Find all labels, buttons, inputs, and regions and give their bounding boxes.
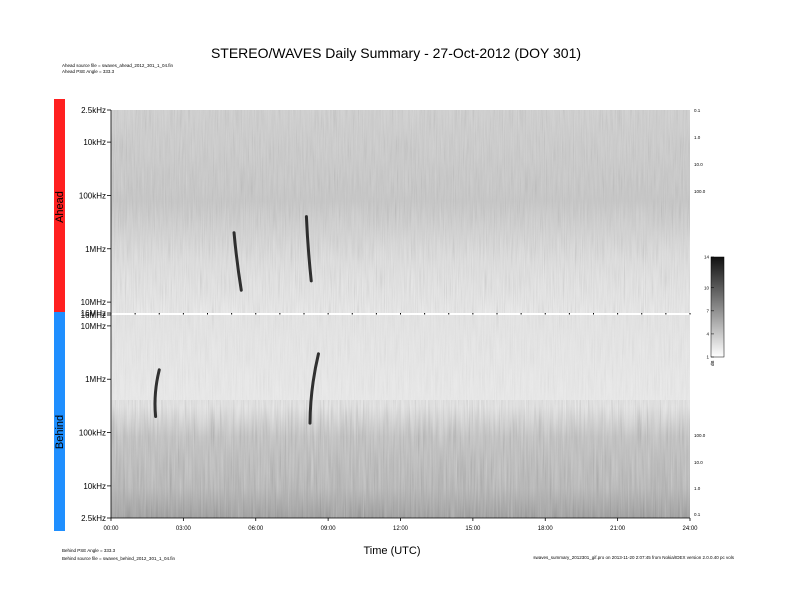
- y-tick-label-behind: 10kHz: [83, 482, 106, 491]
- right-scale-label-ahead: 10.0: [694, 162, 703, 167]
- colorbar-tick-label: 1: [706, 355, 709, 360]
- credit-text: swaves_summary_2012301_gif.pro on 2013-1…: [533, 555, 735, 560]
- right-scale-label-ahead: 0.1: [694, 108, 701, 113]
- boundary-marker: [182, 313, 184, 315]
- x-tick-label: 00:00: [103, 526, 119, 532]
- y-tick-label-behind: 100kHz: [79, 429, 106, 438]
- behind-bar: [54, 312, 65, 531]
- boundary-marker: [641, 313, 643, 315]
- colorbar-tick-label: 7: [706, 308, 709, 313]
- y-tick-label-behind: 1MHz: [85, 375, 106, 384]
- boundary-marker: [134, 313, 136, 315]
- ahead-bar: [54, 99, 65, 312]
- x-tick-label: 24:00: [682, 526, 698, 532]
- boundary-marker: [472, 313, 474, 315]
- y-tick-label-ahead: 100kHz: [79, 191, 106, 200]
- boundary-marker: [255, 313, 257, 315]
- right-scales: 0.1 1.0 10.0 100.0 100.0 10.0 1.0 0.1: [694, 108, 706, 517]
- y-tick-label-behind: 16MHz: [81, 311, 106, 320]
- behind-source-text: Behind source file = swaves_behind_2012_…: [62, 556, 175, 561]
- ahead-spectrogram: [111, 110, 690, 313]
- boundary-marker: [593, 313, 594, 315]
- y-tick-label-behind: 10MHz: [81, 322, 106, 331]
- x-tick-label: 12:00: [393, 526, 409, 532]
- ahead-pse-text: Ahead PSE Angle = 333.3: [62, 69, 115, 74]
- y-tick-label-behind: 2.5kHz: [81, 514, 106, 523]
- ahead-bar-label: Ahead: [54, 191, 66, 223]
- boundary-marker: [689, 313, 691, 315]
- burst-behind: [153, 368, 161, 418]
- boundary-marker: [231, 313, 233, 315]
- y-tick-label-ahead: 1MHz: [85, 245, 106, 254]
- y-tick-label-ahead: 16MHz: [81, 309, 106, 318]
- boundary-marker: [327, 313, 329, 315]
- frequency-axes: 2.5kHz10kHz100kHz1MHz10MHz16MHz16MHz10MH…: [79, 106, 112, 523]
- behind-spectrogram: [111, 315, 690, 518]
- burst-ahead: [232, 231, 243, 292]
- boundary-marker: [665, 313, 667, 315]
- right-scale-label-ahead: 1.0: [694, 135, 701, 140]
- burst-ahead: [304, 215, 313, 283]
- boundary-marker: [617, 313, 619, 315]
- ahead-source-text: Ahead source file = swaves_ahead_2012_30…: [62, 63, 173, 68]
- boundary-marker: [448, 313, 450, 315]
- colorbar-unit: dB: [710, 360, 715, 366]
- boundary-marker: [400, 313, 401, 315]
- right-scale-label-behind: 100.0: [694, 433, 706, 438]
- time-axis: 00:00 03:00 06:00 09:00 12:00 15:00 18:00 21:00…: [103, 313, 698, 532]
- x-tick-label: 03:00: [176, 526, 192, 532]
- boundary-marker: [279, 313, 281, 315]
- right-scale-label-behind: 10.0: [694, 460, 703, 465]
- colorbar-tick-label: 10: [704, 285, 710, 290]
- y-tick-label-ahead: 10MHz: [81, 298, 106, 307]
- x-tick-label: 15:00: [465, 526, 481, 532]
- boundary-marker: [351, 313, 353, 315]
- right-scale-label-behind: 0.1: [694, 512, 701, 517]
- boundary-marker: [496, 313, 498, 315]
- right-scale-label-behind: 1.0: [694, 486, 701, 491]
- boundary-marker: [207, 313, 208, 315]
- x-axis-label: Time (UTC): [363, 545, 420, 557]
- burst-behind: [308, 352, 320, 425]
- behind-bar-label: Behind: [54, 415, 66, 449]
- boundary-marker: [158, 313, 160, 315]
- y-tick-label-ahead: 2.5kHz: [81, 106, 106, 115]
- chart-title: STEREO/WAVES Daily Summary - 27-Oct-2012…: [211, 45, 581, 61]
- boundary-marker: [110, 313, 112, 315]
- boundary-marker: [520, 313, 522, 315]
- x-tick-label: 21:00: [610, 526, 626, 532]
- boundary-marker: [303, 313, 305, 315]
- x-tick-label: 18:00: [538, 526, 554, 532]
- boundary-marker: [568, 313, 570, 315]
- behind-pse-text: Behind PSE Angle = 333.3: [62, 548, 116, 553]
- boundary-marker: [544, 313, 546, 315]
- x-tick-label: 06:00: [248, 526, 264, 532]
- colorbar-tick-label: 4: [706, 331, 709, 336]
- y-tick-label-ahead: 10kHz: [83, 138, 106, 147]
- colorbar-tick-label: 14: [704, 255, 710, 260]
- boundary-marker: [375, 313, 377, 315]
- x-tick-label: 09:00: [321, 526, 337, 532]
- right-scale-label-ahead: 100.0: [694, 189, 706, 194]
- radio-bursts: [153, 215, 320, 425]
- boundary-marker: [424, 313, 426, 315]
